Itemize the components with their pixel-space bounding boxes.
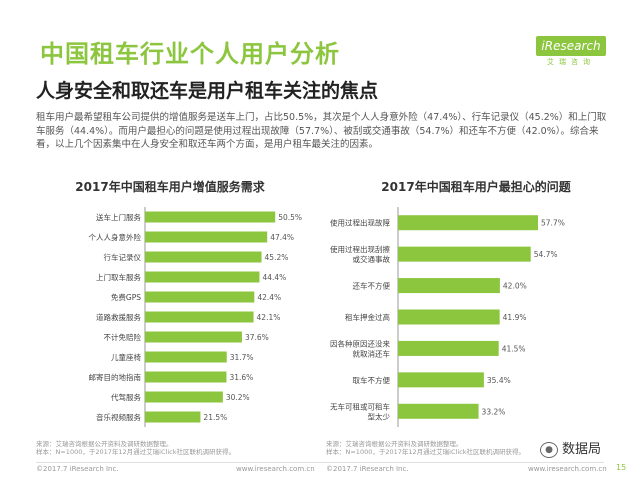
right-bar [398,340,499,356]
left-category-label: 不计免赔险 [104,332,142,342]
footer-url-left: www.iresearch.com.cn [236,465,315,473]
left-bar [145,391,223,403]
wechat-watermark: ● 数据局 [540,438,601,458]
left-bar [145,211,276,223]
left-category-label: 个人人身意外险 [89,232,142,242]
left-category-label: 代驾服务 [111,392,141,402]
right-value-label: 41.9% [503,313,527,322]
right-value-label: 35.4% [487,376,511,385]
left-bar [145,251,262,263]
right-sample-line: 样本：N=1000，于2017年12月通过艾瑞iClick社区联机调研获得。 [326,448,525,456]
left-bar [145,371,227,383]
left-value-label: 50.5% [278,213,302,222]
right-chart-title: 2017年中国租车用户最担心的问题 [381,180,571,194]
slide-subtitle: 人身安全和取还车是用户租车关注的焦点 [36,80,379,102]
page-title: 中国租车行业个人用户分析 [40,40,340,68]
right-source-line: 来源：艾瑞咨询根据公开资料及调研数据整理。 [326,440,463,448]
right-value-label: 57.7% [541,219,565,228]
left-value-label: 42.4% [257,293,281,302]
right-bar [398,372,484,388]
right-category-label: 就取消还车 [353,348,391,358]
logo-subtext: 艾瑞咨询 [547,58,595,66]
footer-copyright-right: ©2017.7 iResearch Inc. [326,465,409,473]
footer-divider [36,462,604,463]
left-bar [145,411,201,423]
logo-mark: iResearch [536,36,606,56]
left-sample-line: 样本：N=1000，于2017年12月通过艾瑞iClick社区联机调研获得。 [36,448,235,456]
left-category-label: 音乐视频服务 [96,412,141,422]
right-bar [398,278,500,294]
right-source-note: 来源：艾瑞咨询根据公开资料及调研数据整理。 样本：N=1000，于2017年12… [326,440,525,456]
left-value-label: 30.2% [226,393,250,402]
left-category-label: 免费GPS [111,292,141,302]
left-bar [145,311,254,323]
right-category-label: 因各种原因还没来 [330,338,390,348]
right-category-label: 无车可租或可租车 [330,401,390,411]
left-bar [145,331,242,343]
right-category-label: 使用过程出现刮擦 [330,244,390,254]
right-value-label: 42.0% [503,282,527,291]
left-category-label: 道路救援服务 [96,312,141,322]
left-value-label: 44.4% [262,273,286,282]
left-source-note: 来源：艾瑞咨询根据公开资料及调研数据整理。 样本：N=1000，于2017年12… [36,440,235,456]
right-bar [398,309,500,325]
right-bar [398,215,538,231]
left-chart-title: 2017年中国租车用户增值服务需求 [75,180,265,194]
right-value-label: 33.2% [482,407,506,416]
left-category-label: 送车上门服务 [96,212,141,222]
page-number: 15 [616,463,627,472]
left-category-label: 儿童座椅 [111,352,141,362]
left-value-label: 37.6% [245,333,269,342]
right-category-label: 租车押金过高 [345,312,390,322]
left-value-label: 42.1% [257,313,281,322]
left-value-label: 47.4% [270,233,294,242]
left-bar [145,351,227,363]
left-value-label: 45.2% [265,253,289,262]
left-category-label: 邮寄目的地指南 [89,372,142,382]
left-category-label: 行车记录仪 [104,252,142,262]
right-value-label: 54.7% [534,250,558,259]
right-category-label: 型太少 [368,411,391,421]
right-category-label: 还车不方便 [353,281,391,291]
wechat-label: 数据局 [562,442,602,457]
footer-url-right: www.iresearch.com.cn [528,465,607,473]
right-bar [398,403,479,419]
left-value-label: 31.6% [229,373,253,382]
right-bar [398,246,531,262]
right-category-label: 取车不方便 [353,375,391,385]
left-bar [145,231,268,243]
left-category-label: 上门取车服务 [96,272,141,282]
left-value-label: 21.5% [203,413,227,422]
iresearch-logo: iResearch 艾瑞咨询 [536,36,606,66]
wechat-icon: ● [540,441,558,458]
left-bar [145,271,260,283]
left-value-label: 31.7% [230,353,254,362]
right-category-label: 或交通事故 [353,254,391,264]
description-paragraph: 租车用户最希望租车公司提供的增值服务是送车上门，占比50.5%，其次是个人人身意… [36,112,607,150]
right-category-label: 使用过程出现故障 [330,218,390,228]
left-bar [145,291,255,303]
footer-copyright-left: ©2017.7 iResearch Inc. [36,465,119,473]
left-source-line: 来源：艾瑞咨询根据公开资料及调研数据整理。 [36,440,173,448]
right-value-label: 41.5% [502,344,526,353]
